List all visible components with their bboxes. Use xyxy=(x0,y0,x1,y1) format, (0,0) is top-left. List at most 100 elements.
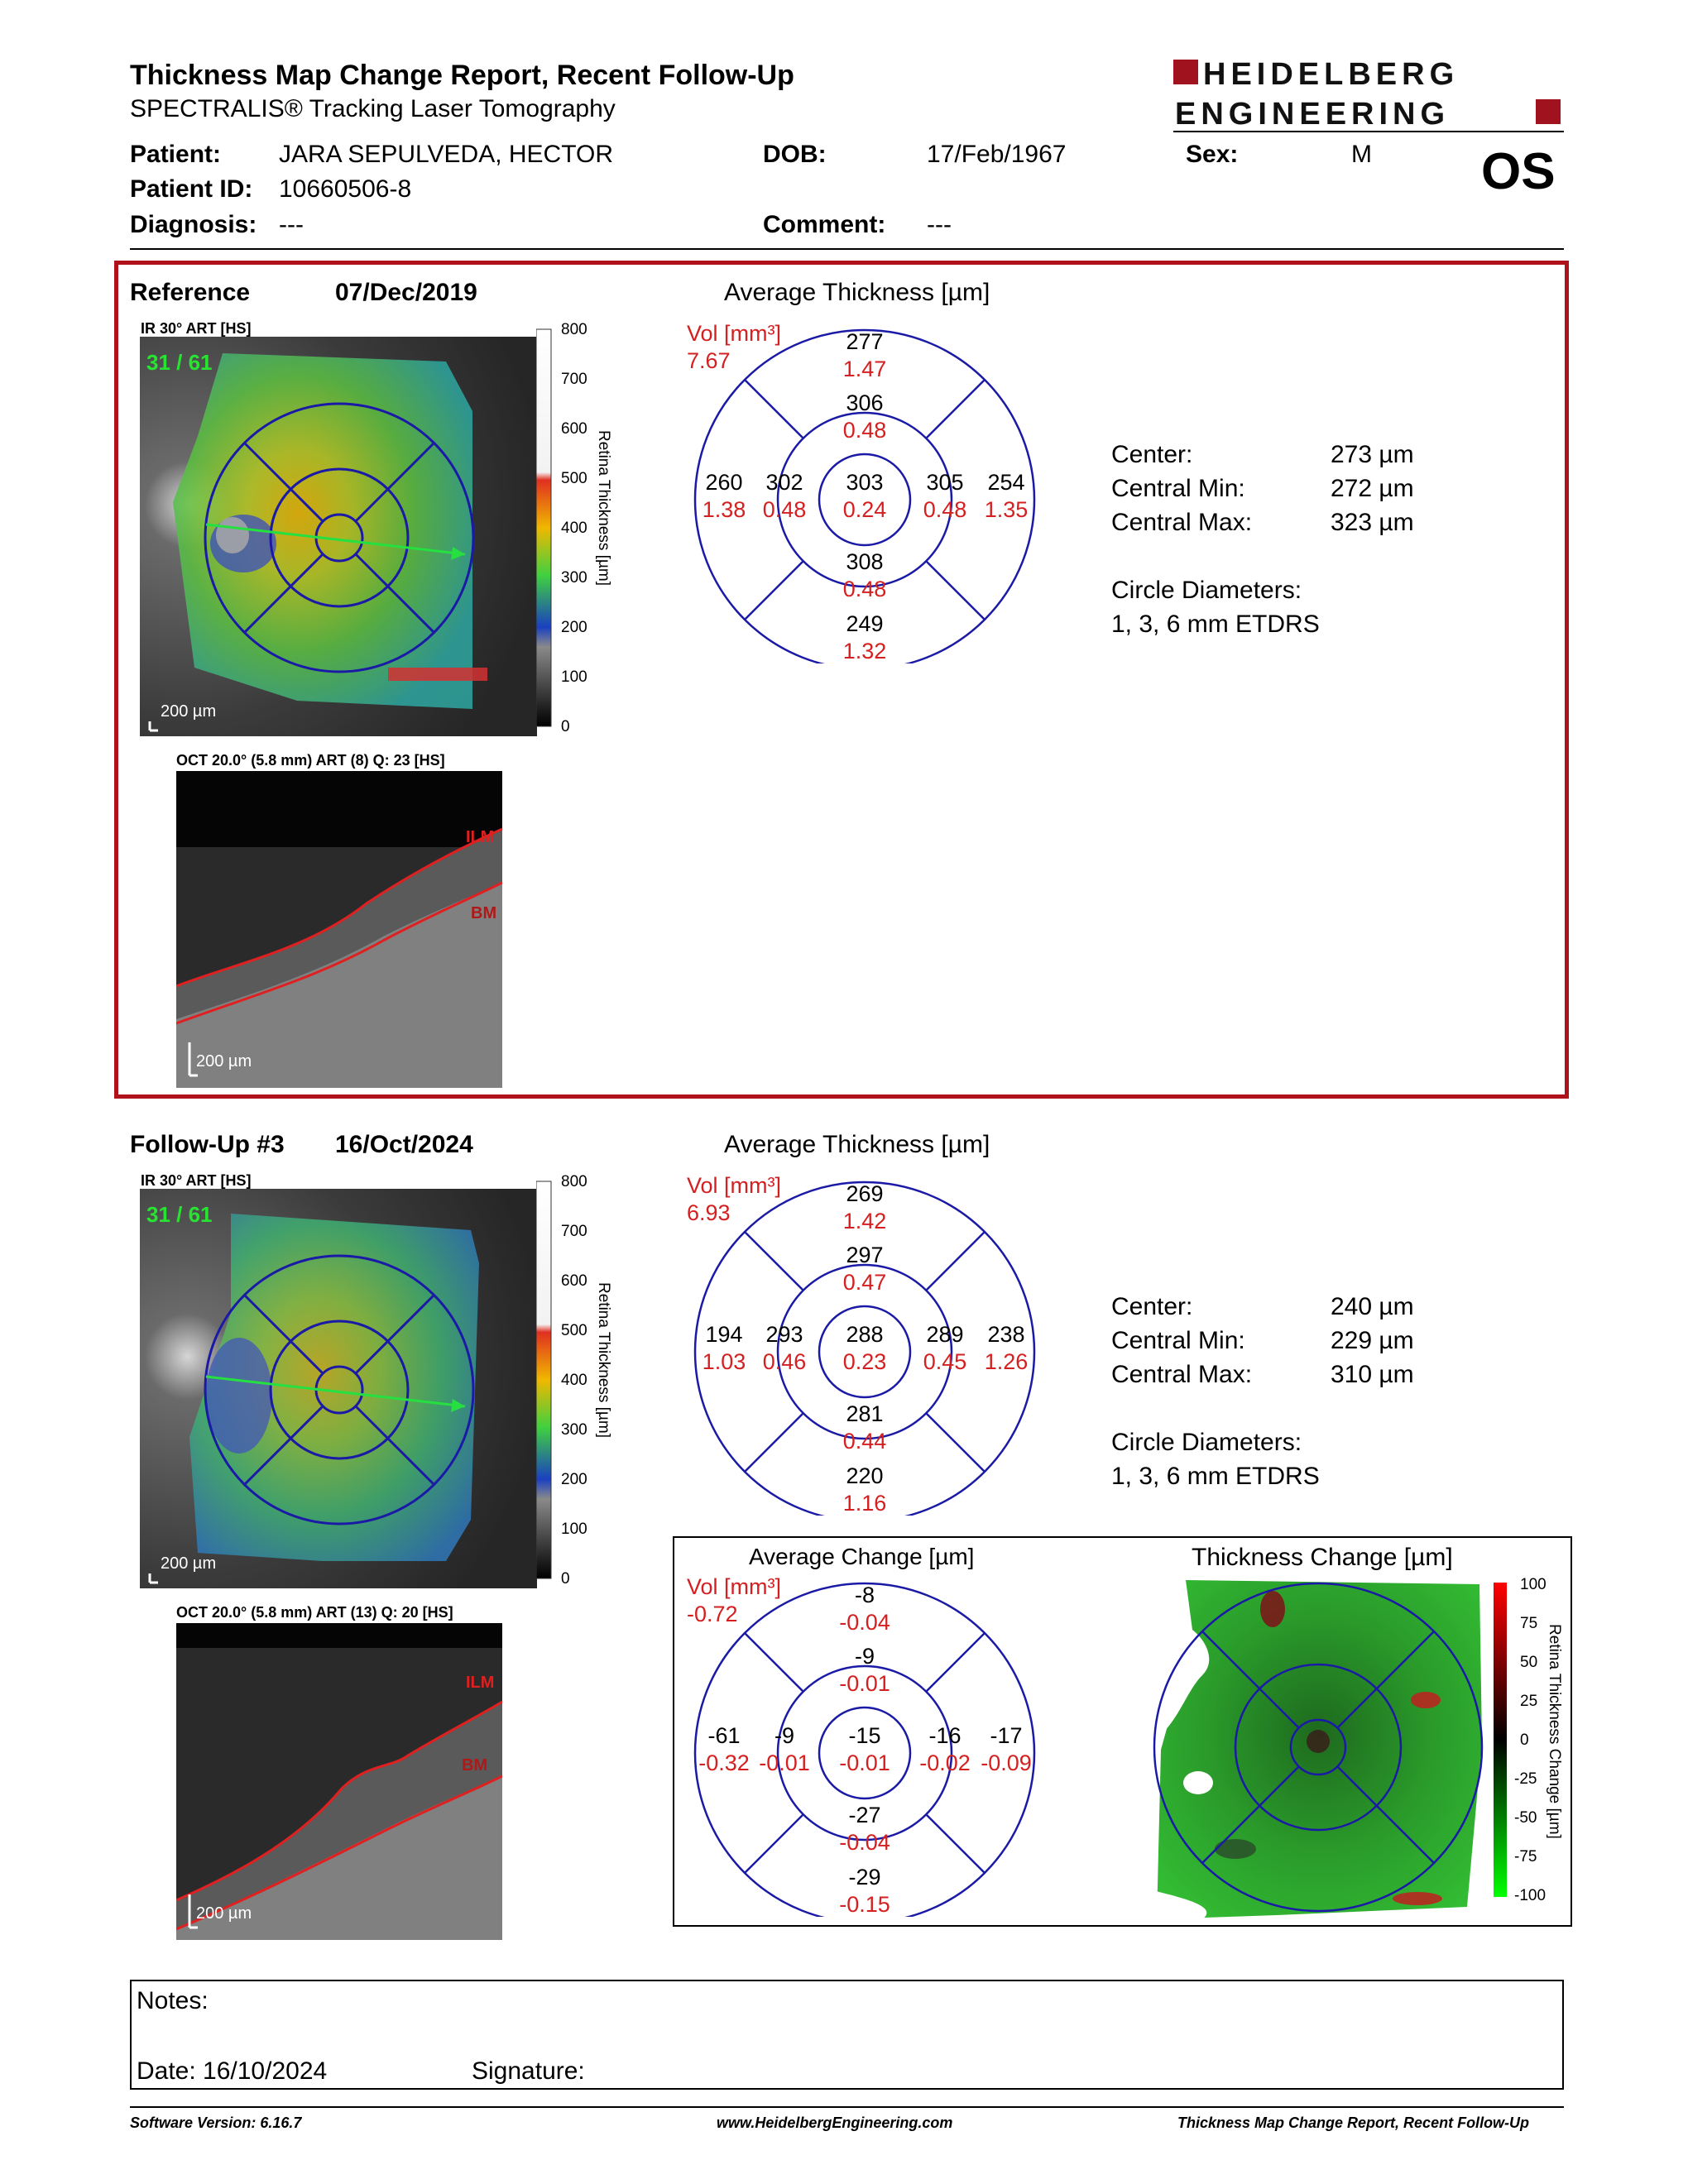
reference-thickness-map: 31 / 61 200 µm xyxy=(140,337,537,736)
svg-text:297: 297 xyxy=(846,1243,883,1267)
svg-text:-0.01: -0.01 xyxy=(759,1751,810,1775)
svg-text:281: 281 xyxy=(846,1401,883,1426)
change-vol-value: -0.72 xyxy=(687,1602,738,1626)
followup-etdrs-chart: Vol [mm³] 6.93 269 1.42 297 0.47 194 1.0… xyxy=(687,1173,1036,1516)
svg-text:100: 100 xyxy=(561,668,587,686)
svg-text:-9: -9 xyxy=(855,1644,875,1669)
svg-text:-100: -100 xyxy=(1514,1887,1546,1904)
followup-oct-scan: ILM BM 200 µm xyxy=(176,1623,502,1940)
svg-text:0.44: 0.44 xyxy=(843,1429,887,1454)
reference-scalebar: 200 µm xyxy=(161,702,216,721)
eye-indicator: OS xyxy=(1481,143,1556,200)
change-colorbar-label: Retina Thickness Change [µm] xyxy=(1546,1624,1563,1839)
followup-ilm-label: ILM xyxy=(466,1674,494,1692)
reference-ilm-label: ILM xyxy=(466,828,494,846)
svg-text:289: 289 xyxy=(926,1322,963,1347)
patient-label: Patient: xyxy=(130,141,222,168)
svg-text:0.47: 0.47 xyxy=(843,1270,887,1295)
svg-text:-75: -75 xyxy=(1514,1848,1537,1866)
reference-panel xyxy=(114,261,1569,1099)
svg-text:-50: -50 xyxy=(1514,1809,1537,1827)
followup-min-value: 229 µm xyxy=(1331,1327,1414,1354)
svg-text:293: 293 xyxy=(765,1322,803,1347)
followup-circle-value: 1, 3, 6 mm ETDRS xyxy=(1111,1463,1320,1490)
svg-text:300: 300 xyxy=(561,569,587,587)
svg-text:600: 600 xyxy=(561,1272,587,1290)
logo-line1: HEIDELBERG xyxy=(1203,57,1459,92)
svg-text:277: 277 xyxy=(846,329,883,354)
svg-text:600: 600 xyxy=(561,420,587,438)
reference-circle-value: 1, 3, 6 mm ETDRS xyxy=(1111,611,1320,638)
svg-text:0.48: 0.48 xyxy=(763,497,807,522)
svg-text:0.46: 0.46 xyxy=(763,1349,807,1374)
svg-text:1.35: 1.35 xyxy=(985,497,1029,522)
reference-circle-label: Circle Diameters: xyxy=(1111,577,1302,604)
followup-ir-label: IR 30° ART [HS] xyxy=(141,1172,252,1189)
patient-id-value: 10660506-8 xyxy=(279,175,412,203)
footer-software: Software Version: 6.16.7 xyxy=(130,2115,302,2131)
reference-oct-label: OCT 20.0° (5.8 mm) ART (8) Q: 23 [HS] xyxy=(176,752,445,769)
followup-thickness-map: 31 / 61 200 µm xyxy=(140,1189,537,1588)
svg-text:100: 100 xyxy=(1520,1576,1547,1593)
thickness-colorbar-label: Retina Thickness [µm] xyxy=(595,430,612,586)
report-title: Thickness Map Change Report, Recent Foll… xyxy=(130,60,794,91)
change-avg-title: Average Change [µm] xyxy=(749,1544,975,1569)
diagnosis-value: --- xyxy=(279,211,304,238)
svg-text:500: 500 xyxy=(561,470,587,487)
notes-box[interactable] xyxy=(130,1980,1564,2090)
svg-text:500: 500 xyxy=(561,1322,587,1339)
notes-label: Notes: xyxy=(137,1987,209,2014)
svg-text:238: 238 xyxy=(987,1322,1024,1347)
svg-text:-9: -9 xyxy=(774,1723,794,1748)
logo-line2: ENGINEERING xyxy=(1175,97,1450,132)
svg-text:0.24: 0.24 xyxy=(843,497,887,522)
reference-max-label: Central Max: xyxy=(1111,509,1253,536)
followup-frame-counter: 31 / 61 xyxy=(146,1202,213,1227)
svg-text:-0.04: -0.04 xyxy=(839,1610,890,1635)
svg-text:-16: -16 xyxy=(928,1723,961,1748)
svg-text:269: 269 xyxy=(846,1181,883,1206)
svg-text:1.38: 1.38 xyxy=(703,497,746,522)
thickness-colorbar-label-2: Retina Thickness [µm] xyxy=(595,1282,612,1438)
reference-center-value: 273 µm xyxy=(1331,441,1414,468)
svg-text:303: 303 xyxy=(846,470,883,495)
svg-text:1.47: 1.47 xyxy=(843,357,887,381)
svg-text:305: 305 xyxy=(926,470,963,495)
reference-label: Reference xyxy=(130,279,251,306)
svg-text:300: 300 xyxy=(561,1421,587,1439)
svg-text:-27: -27 xyxy=(848,1803,880,1827)
svg-text:75: 75 xyxy=(1520,1615,1537,1632)
notes-date: Date: 16/10/2024 xyxy=(137,2057,328,2085)
reference-frame-counter: 31 / 61 xyxy=(146,350,213,375)
svg-text:-29: -29 xyxy=(848,1865,880,1889)
svg-text:254: 254 xyxy=(987,470,1024,495)
svg-text:-0.15: -0.15 xyxy=(839,1892,890,1917)
svg-text:400: 400 xyxy=(561,1372,587,1389)
svg-text:-0.01: -0.01 xyxy=(839,1751,890,1775)
followup-vol-label: Vol [mm³] xyxy=(687,1173,781,1198)
svg-text:306: 306 xyxy=(846,390,883,415)
followup-avg-title: Average Thickness [µm] xyxy=(724,1131,990,1158)
diagnosis-label: Diagnosis: xyxy=(130,211,257,238)
change-map-title: Thickness Change [µm] xyxy=(1192,1544,1453,1571)
followup-bm-label: BM xyxy=(462,1756,487,1774)
svg-text:100: 100 xyxy=(561,1521,587,1538)
reference-vol-label: Vol [mm³] xyxy=(687,321,781,346)
footer-website[interactable]: www.HeidelbergEngineering.com xyxy=(717,2115,953,2131)
reference-avg-title: Average Thickness [µm] xyxy=(724,279,990,306)
svg-text:220: 220 xyxy=(846,1463,883,1488)
svg-text:0.48: 0.48 xyxy=(843,418,887,443)
reference-max-value: 323 µm xyxy=(1331,509,1414,536)
svg-text:302: 302 xyxy=(765,470,803,495)
followup-max-value: 310 µm xyxy=(1331,1361,1414,1388)
patient-id-label: Patient ID: xyxy=(130,175,253,203)
svg-text:700: 700 xyxy=(561,371,587,388)
reference-center-label: Center: xyxy=(1111,441,1193,468)
followup-thickness-colorbar: 800 700 600 500 400 300 200 100 0 Retina… xyxy=(536,1175,612,1588)
notes-signature: Signature: xyxy=(472,2057,585,2085)
svg-text:-0.32: -0.32 xyxy=(698,1751,750,1775)
comment-label: Comment: xyxy=(763,211,886,238)
svg-text:194: 194 xyxy=(705,1322,742,1347)
svg-text:700: 700 xyxy=(561,1223,587,1240)
dob-label: DOB: xyxy=(763,141,827,168)
